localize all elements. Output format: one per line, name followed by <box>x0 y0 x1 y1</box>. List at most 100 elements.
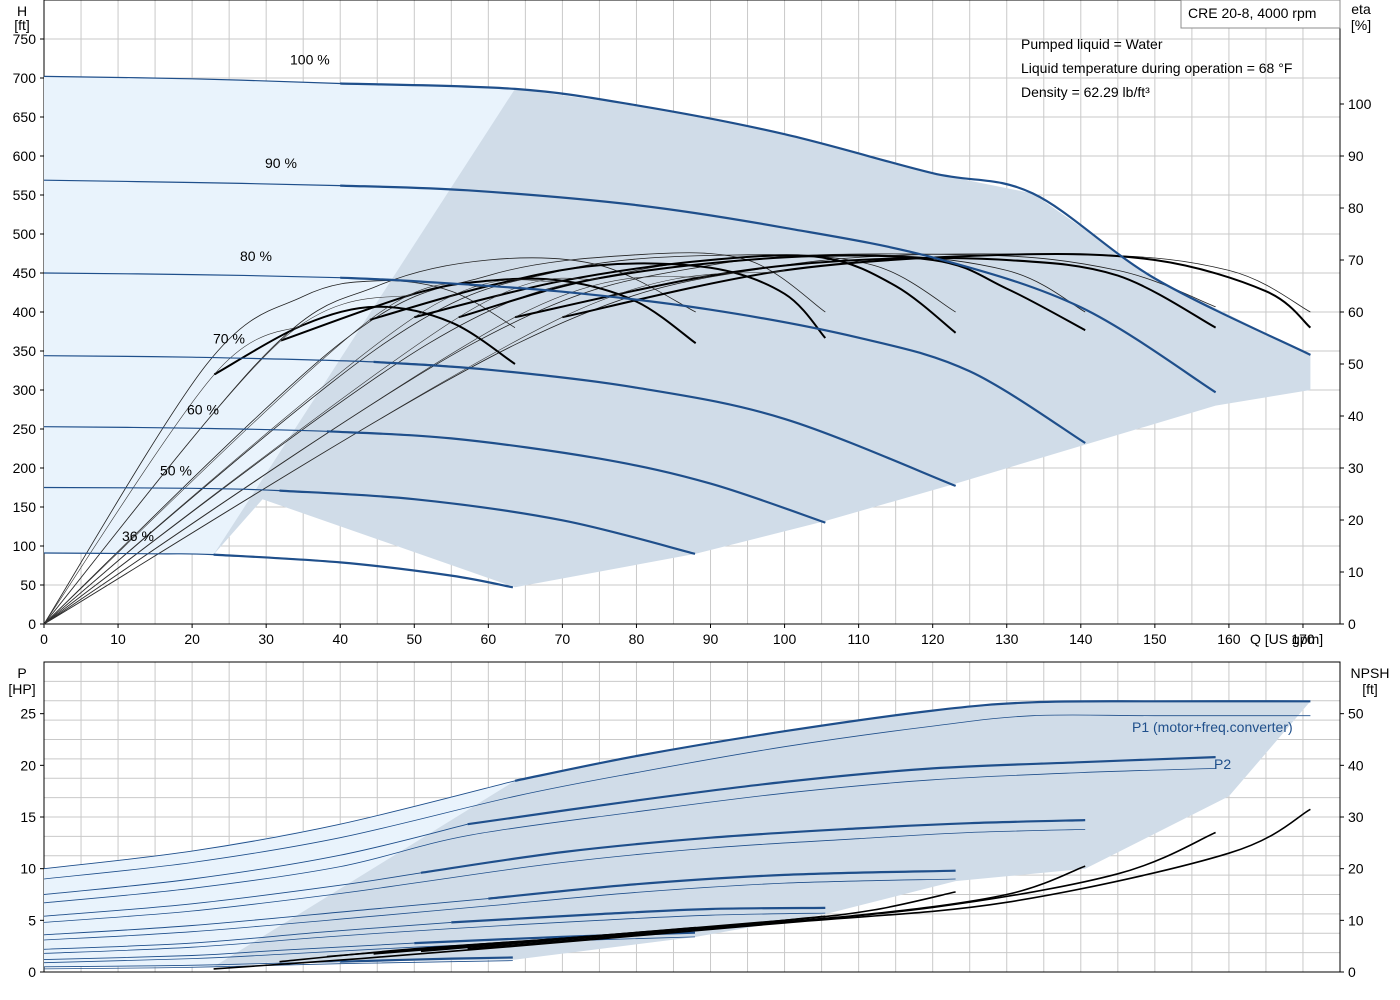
y-left-tick-label: 500 <box>13 226 37 242</box>
p2-curve <box>43 714 1311 880</box>
efficiency-curve <box>458 254 1086 332</box>
speed-label: 50 % <box>160 463 192 479</box>
y-right-tick-label: 10 <box>1348 564 1364 580</box>
speed-label: 90 % <box>265 155 297 171</box>
p2-curve <box>43 912 826 954</box>
y-right-tick-label: 50 <box>1348 356 1364 372</box>
x-tick-label: 150 <box>1143 631 1167 647</box>
p1-curve-thin <box>43 872 422 917</box>
y-left-tick-label: 15 <box>20 809 36 825</box>
y-left-tick-label: 550 <box>13 187 37 203</box>
p1-curve-thin <box>43 921 452 950</box>
p1-curve <box>340 956 513 963</box>
power-npsh-panel: 0 5 10 15 20 25 0 10 20 30 40 50 <box>20 661 1364 980</box>
p1-curve <box>488 869 956 900</box>
y-left-tick-label: 200 <box>13 460 37 476</box>
y-right-tick-label: 0 <box>1348 964 1356 980</box>
head-curve <box>279 489 696 555</box>
head-curve <box>326 430 826 524</box>
info-line-temperature: Liquid temperature during operation = 68… <box>1021 60 1292 76</box>
y-right-tick-label: 10 <box>1348 912 1364 928</box>
p2-curve-label: P2 <box>1214 756 1231 772</box>
efficiency-curve <box>369 262 827 339</box>
y-right-tick-label: 20 <box>1348 861 1364 877</box>
x-tick-label: 60 <box>481 631 497 647</box>
speed-label: 80 % <box>240 248 272 264</box>
y-axis-unit-head: [ft] <box>14 17 30 33</box>
y-left-tick-label: 20 <box>20 757 36 773</box>
y-left-tick-label: 300 <box>13 382 37 398</box>
x-axis-label: Q [US gpm] <box>1250 631 1323 647</box>
x-tick-label: 130 <box>995 631 1019 647</box>
npsh-curve <box>514 808 1311 947</box>
title-box <box>1180 0 1341 29</box>
y-left-tick-label: 0 <box>28 964 36 980</box>
info-line-density: Density = 62.29 lb/ft³ <box>1021 84 1150 100</box>
y-left-tick-label: 600 <box>13 148 37 164</box>
x-tick-label: 30 <box>258 631 274 647</box>
x-tick-label: 100 <box>773 631 797 647</box>
y-left-tick-label: 750 <box>13 31 37 47</box>
y-left-tick-label: 400 <box>13 304 37 320</box>
y-left-tick-label: 5 <box>28 912 36 928</box>
y-right-tick-label: 80 <box>1348 200 1364 216</box>
y-right-tick-label: 50 <box>1348 706 1364 722</box>
p1-curve-thin <box>43 898 489 936</box>
efficiency-curve-thin <box>43 254 1086 625</box>
p1-curve-label: P1 (motor+freq.converter) <box>1132 719 1293 735</box>
efficiency-curve-start <box>43 324 304 625</box>
y-axis-label-eta: eta <box>1351 1 1371 17</box>
y-left-tick-label: 250 <box>13 421 37 437</box>
y-right-tick-label: 90 <box>1348 148 1364 164</box>
x-tick-label: 50 <box>406 631 422 647</box>
y-right-tick-label: 40 <box>1348 408 1364 424</box>
p2-curve <box>43 878 956 941</box>
y-right-tick-label: 40 <box>1348 757 1364 773</box>
efficiency-curve <box>562 253 1312 329</box>
npsh-curve <box>213 945 516 970</box>
x-tick-label: 80 <box>629 631 645 647</box>
p1-curve <box>420 819 1086 874</box>
y-right-tick-label: 100 <box>1348 96 1372 112</box>
head-curve <box>340 184 1217 394</box>
y-left-tick-label: 650 <box>13 109 37 125</box>
y-right-tick-label: 20 <box>1348 512 1364 528</box>
y-left-tick-label: 50 <box>20 577 36 593</box>
head-curve <box>340 82 1311 356</box>
efficiency-curve-start <box>43 270 785 625</box>
p2-curve <box>43 829 1086 923</box>
speed-label: 60 % <box>187 402 219 418</box>
efficiency-curve-start <box>43 277 600 625</box>
x-tick-label: 160 <box>1217 631 1241 647</box>
x-tick-label: 90 <box>703 631 719 647</box>
y-axis-unit-npsh: [ft] <box>1362 681 1378 697</box>
y-right-tick-label: 30 <box>1348 460 1364 476</box>
y-left-tick-label: 450 <box>13 265 37 281</box>
efficiency-curve-start <box>43 293 415 625</box>
speed-label: 36 % <box>122 528 154 544</box>
info-line-liquid: Pumped liquid = Water <box>1021 36 1163 52</box>
chart-title: CRE 20-8, 4000 rpm <box>1188 5 1316 21</box>
p1-curve-thin <box>43 780 516 870</box>
p1-curve <box>467 756 1216 826</box>
y-right-tick-label: 30 <box>1348 809 1364 825</box>
power-range-light <box>44 780 515 967</box>
y-right-tick-label: 0 <box>1348 616 1356 632</box>
p1-curve <box>514 700 1311 782</box>
head-curve <box>373 360 956 487</box>
efficiency-curve-thin <box>43 280 516 625</box>
operating-range-light <box>44 76 515 555</box>
y-left-tick-label: 10 <box>20 861 36 877</box>
x-tick-label: 0 <box>40 631 48 647</box>
x-tick-label: 20 <box>184 631 200 647</box>
x-tick-label: 70 <box>555 631 571 647</box>
y-axis-unit-eta: [%] <box>1351 17 1371 33</box>
x-tick-label: 110 <box>847 631 870 647</box>
efficiency-curve-start <box>43 279 563 625</box>
y-left-tick-label: 700 <box>13 70 37 86</box>
y-left-tick-label: 350 <box>13 343 37 359</box>
efficiency-curve <box>280 277 697 345</box>
x-tick-label: 140 <box>1069 631 1093 647</box>
y-left-tick-label: 25 <box>20 706 36 722</box>
efficiency-curve-start <box>43 275 711 625</box>
